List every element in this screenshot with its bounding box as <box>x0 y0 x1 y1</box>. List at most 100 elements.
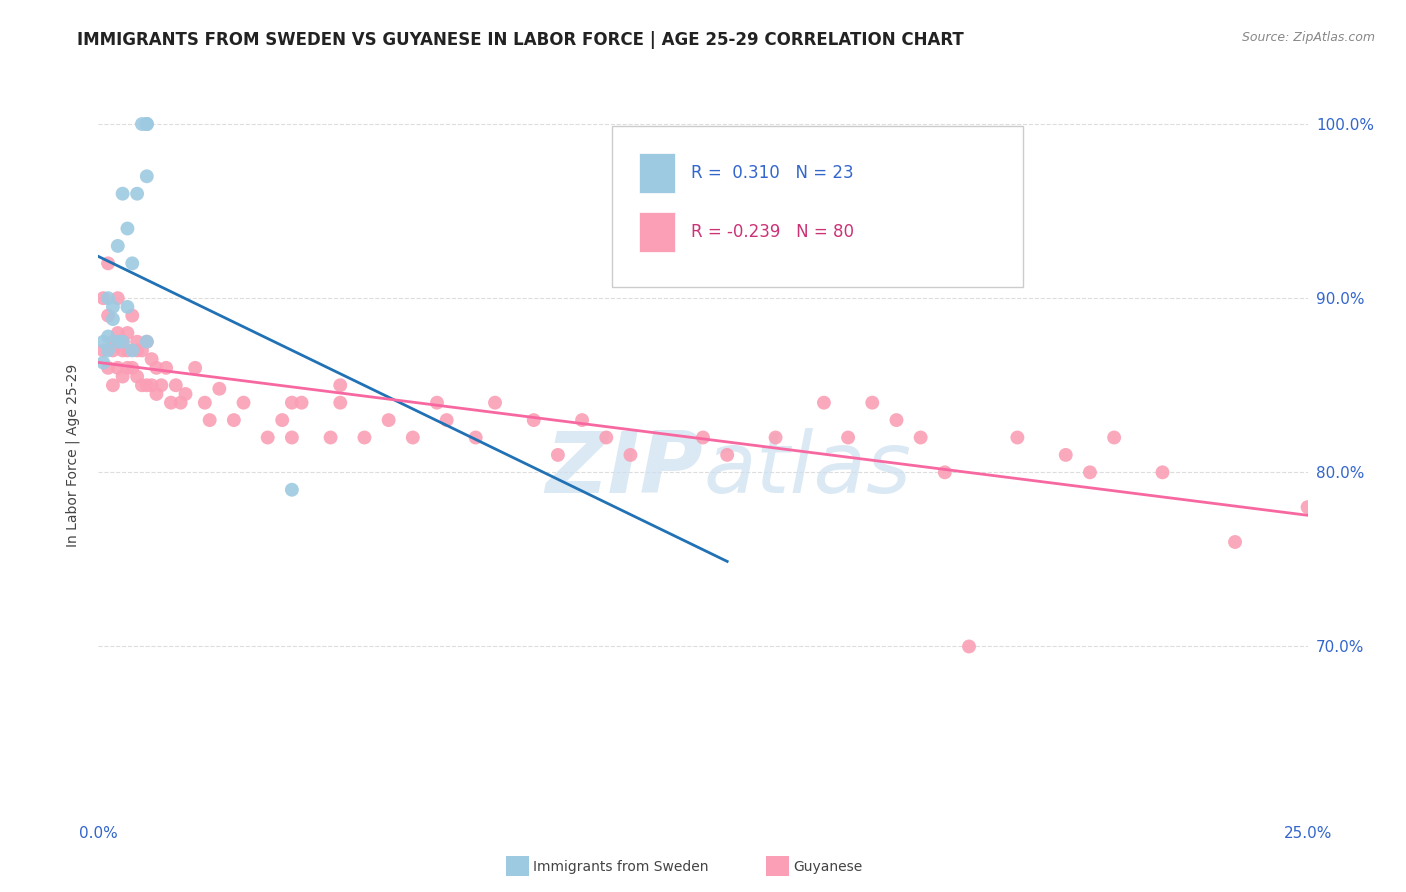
Point <box>145 387 167 401</box>
Text: Source: ZipAtlas.com: Source: ZipAtlas.com <box>1241 31 1375 45</box>
Point <box>97 291 120 305</box>
Point <box>117 360 139 375</box>
Point <box>101 300 124 314</box>
Point <box>319 430 342 444</box>
Point <box>886 413 908 427</box>
Point <box>131 117 153 131</box>
Bar <box>638 153 675 194</box>
Point <box>141 378 163 392</box>
Point <box>860 395 883 409</box>
Point <box>111 186 134 201</box>
Point <box>160 395 183 409</box>
Point <box>619 448 641 462</box>
Point <box>957 640 980 654</box>
Point <box>716 448 738 462</box>
Point <box>107 334 129 349</box>
Point <box>101 334 124 349</box>
Point <box>165 378 187 392</box>
Point <box>813 395 835 409</box>
Point <box>281 430 304 444</box>
Point <box>101 378 124 392</box>
Point <box>464 430 486 444</box>
Y-axis label: In Labor Force | Age 25-29: In Labor Force | Age 25-29 <box>65 363 80 547</box>
Point <box>91 334 114 349</box>
Point <box>1102 430 1125 444</box>
Point <box>934 466 956 480</box>
Point <box>910 430 932 444</box>
Point <box>290 395 312 409</box>
Point <box>402 430 425 444</box>
Point <box>111 334 134 349</box>
Point <box>1078 466 1101 480</box>
Point <box>111 369 134 384</box>
Point <box>169 395 191 409</box>
Point <box>117 300 139 314</box>
Point <box>135 334 157 349</box>
Point <box>281 483 304 497</box>
Point <box>107 291 129 305</box>
Point <box>135 117 157 131</box>
Point <box>208 382 231 396</box>
Point <box>117 343 139 358</box>
Point <box>353 430 375 444</box>
Text: ZIP: ZIP <box>546 428 703 511</box>
Point <box>194 395 217 409</box>
Point <box>91 291 114 305</box>
Text: Guyanese: Guyanese <box>793 860 862 874</box>
Point <box>1152 466 1174 480</box>
Point <box>127 186 149 201</box>
Point <box>329 378 352 392</box>
Point <box>232 395 254 409</box>
Text: IMMIGRANTS FROM SWEDEN VS GUYANESE IN LABOR FORCE | AGE 25-29 CORRELATION CHART: IMMIGRANTS FROM SWEDEN VS GUYANESE IN LA… <box>77 31 965 49</box>
Point <box>117 326 139 340</box>
Point <box>117 221 139 235</box>
Point <box>107 360 129 375</box>
Point <box>1054 448 1077 462</box>
Point <box>121 309 143 323</box>
Point <box>484 395 506 409</box>
Point <box>426 395 449 409</box>
Point <box>145 360 167 375</box>
Point <box>150 378 173 392</box>
Point <box>198 413 221 427</box>
Point <box>692 430 714 444</box>
Point <box>131 343 153 358</box>
Point <box>377 413 399 427</box>
Text: Immigrants from Sweden: Immigrants from Sweden <box>533 860 709 874</box>
Point <box>141 352 163 367</box>
Point <box>222 413 245 427</box>
Point <box>107 326 129 340</box>
Point <box>107 239 129 253</box>
Text: atlas: atlas <box>703 428 911 511</box>
Point <box>127 369 149 384</box>
Point <box>1296 500 1319 515</box>
Point <box>135 334 157 349</box>
Point <box>127 334 149 349</box>
FancyBboxPatch shape <box>613 126 1024 286</box>
Point <box>184 360 207 375</box>
Point <box>97 360 120 375</box>
Point <box>131 378 153 392</box>
Point <box>97 343 120 358</box>
Point <box>135 117 157 131</box>
Point <box>135 169 157 184</box>
Text: R = -0.239   N = 80: R = -0.239 N = 80 <box>690 223 853 241</box>
Point <box>281 395 304 409</box>
Bar <box>638 211 675 252</box>
Point <box>121 360 143 375</box>
Point <box>595 430 617 444</box>
Point <box>121 343 143 358</box>
Point <box>329 395 352 409</box>
Point <box>91 343 114 358</box>
Point <box>155 360 177 375</box>
Point <box>271 413 294 427</box>
Point <box>765 430 787 444</box>
Point <box>1223 535 1246 549</box>
Point <box>97 256 120 270</box>
Point <box>111 343 134 358</box>
Point <box>127 343 149 358</box>
Point <box>121 256 143 270</box>
Point <box>837 430 859 444</box>
Point <box>571 413 593 427</box>
Point <box>1007 430 1029 444</box>
